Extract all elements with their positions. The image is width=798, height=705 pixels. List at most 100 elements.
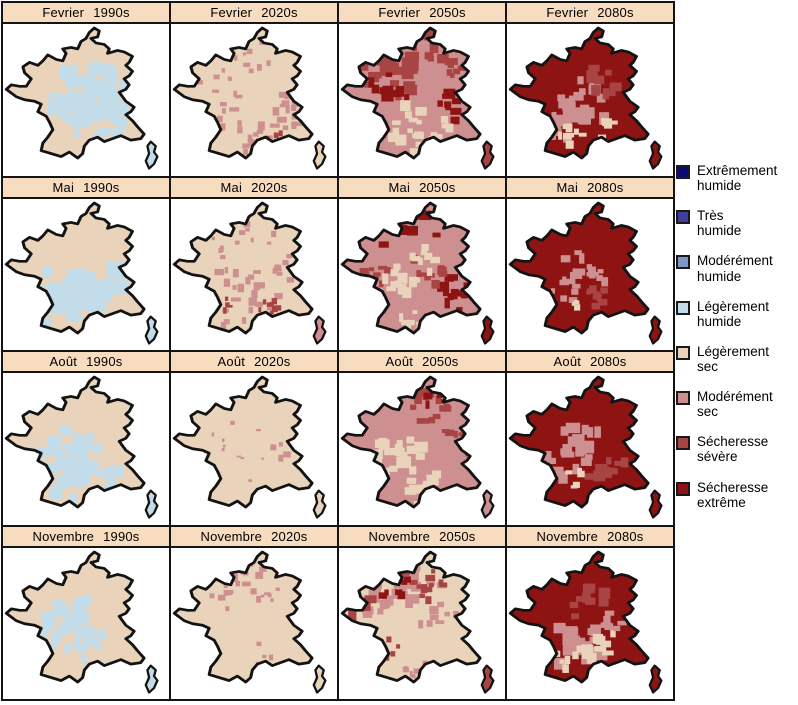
france-outline [508, 201, 650, 334]
france-outline [508, 26, 650, 160]
map-panel-août-2080s: Août 2080s [507, 352, 673, 525]
map-panel-mai-2050s: Mai 2050s [339, 177, 505, 350]
map-panel-août-2020s: Août 2020s [171, 352, 337, 525]
france-map [508, 375, 663, 519]
corsica-fill [481, 665, 494, 693]
map-area [171, 24, 337, 176]
panel-month: Novembre [536, 528, 599, 544]
corsica-fill [145, 665, 158, 693]
panel-title: Fevrier 1990s [3, 3, 169, 24]
map-area [339, 24, 505, 176]
map-panel-fevrier-1990s: Fevrier 1990s [3, 3, 169, 176]
legend-label: Extrêmement humide [697, 163, 778, 194]
france-map [4, 550, 159, 694]
map-area [3, 24, 169, 176]
map-panel-novembre-2080s: Novembre 2080s [507, 526, 673, 699]
corsica-outline [480, 315, 495, 345]
panel-month: Mai [388, 179, 411, 195]
legend-swatch-legerement_humide [676, 300, 690, 315]
corsica-outline [648, 489, 663, 519]
france-outline [340, 550, 482, 683]
panel-month: Fevrier [546, 5, 589, 20]
map-area [507, 199, 673, 351]
map-panel-août-2050s: Août 2050s [339, 352, 505, 525]
legend-swatch-moderement_sec [676, 391, 690, 406]
map-panel-novembre-1990s: Novembre 1990s [3, 526, 169, 700]
panel-decade: 2080s [607, 528, 644, 544]
corsica-outline [648, 315, 663, 345]
france-outline [508, 375, 650, 509]
legend-item-moderement_sec: Modérément sec [676, 389, 796, 419]
map-area [171, 373, 337, 525]
map-grid: Fevrier 1990s Fevrier 2020s Fevrier 2050s Fevr… [1, 1, 675, 701]
corsica-outline [144, 315, 159, 345]
panel-title: Août 2080s [507, 352, 673, 373]
map-panel-novembre-2020s: Novembre 2020s [171, 526, 337, 699]
corsica-outline [480, 489, 495, 519]
legend-swatch-secheresse_severe [676, 436, 690, 451]
panel-title: Mai 1990s [3, 177, 169, 199]
panel-decade: 2020s [251, 179, 288, 195]
legend-label: Légèrement sec [697, 343, 770, 374]
corsica-fill [649, 490, 662, 518]
map-area [3, 548, 169, 700]
panel-month: Mai [220, 179, 243, 195]
panel-decade: 2050s [439, 528, 476, 544]
panel-title: Novembre 1990s [3, 526, 169, 548]
panel-decade: 2080s [587, 179, 624, 195]
corsica-fill [481, 490, 494, 518]
panel-decade: 2020s [261, 5, 298, 20]
corsica-outline [312, 489, 327, 519]
france-map [172, 201, 327, 345]
corsica-outline [312, 140, 327, 170]
legend-label: Sécheresse extrême [697, 479, 769, 510]
france-map [340, 26, 495, 170]
panel-month: Août [49, 354, 78, 369]
panel-decade: 2020s [271, 528, 308, 544]
panel-decade: 2050s [429, 5, 466, 20]
legend-item-secheresse_severe: Sécheresse sévère [676, 434, 796, 464]
panel-title: Fevrier 2050s [339, 3, 505, 24]
panel-title: Août 1990s [3, 352, 169, 373]
france-outline [340, 26, 482, 160]
panel-month: Août [553, 354, 582, 369]
corsica-outline [312, 315, 327, 345]
france-map [340, 550, 495, 694]
panel-month: Mai [52, 179, 75, 195]
panel-month: Fevrier [210, 5, 253, 20]
france-outline [340, 201, 482, 334]
legend-item-tres_humide: Très humide [676, 208, 796, 238]
corsica-outline [144, 664, 159, 694]
corsica-fill [649, 316, 662, 344]
corsica-fill [145, 141, 158, 169]
map-panel-fevrier-2050s: Fevrier 2050s [339, 3, 505, 176]
panel-title: Novembre 2050s [339, 526, 505, 548]
legend-item-legerement_sec: Légèrement sec [676, 344, 796, 374]
panel-month: Août [385, 354, 414, 369]
france-outline [172, 550, 314, 683]
legend-label: Très humide [697, 208, 742, 239]
panel-month: Novembre [200, 528, 263, 544]
france-outline [172, 201, 314, 334]
france-map [172, 26, 327, 170]
corsica-outline [480, 664, 495, 694]
panel-title: Août 2020s [171, 352, 337, 373]
corsica-outline [480, 140, 495, 170]
france-map [508, 550, 663, 694]
panel-title: Novembre 2020s [171, 526, 337, 548]
france-outline [4, 26, 146, 160]
panel-decade: 2050s [422, 354, 459, 369]
panel-month: Fevrier [378, 5, 421, 20]
france-outline [340, 375, 482, 509]
map-area [339, 548, 505, 700]
map-area [3, 373, 169, 525]
france-outline [4, 375, 146, 509]
legend-label: Sécheresse sévère [697, 434, 769, 465]
panel-decade: 1990s [83, 179, 120, 195]
corsica-fill [313, 316, 326, 344]
map-panel-novembre-2050s: Novembre 2050s [339, 526, 505, 700]
panel-decade: 2080s [597, 5, 634, 20]
legend-swatch-legerement_sec [676, 345, 690, 360]
corsica-outline [648, 664, 663, 694]
corsica-fill [481, 141, 494, 169]
